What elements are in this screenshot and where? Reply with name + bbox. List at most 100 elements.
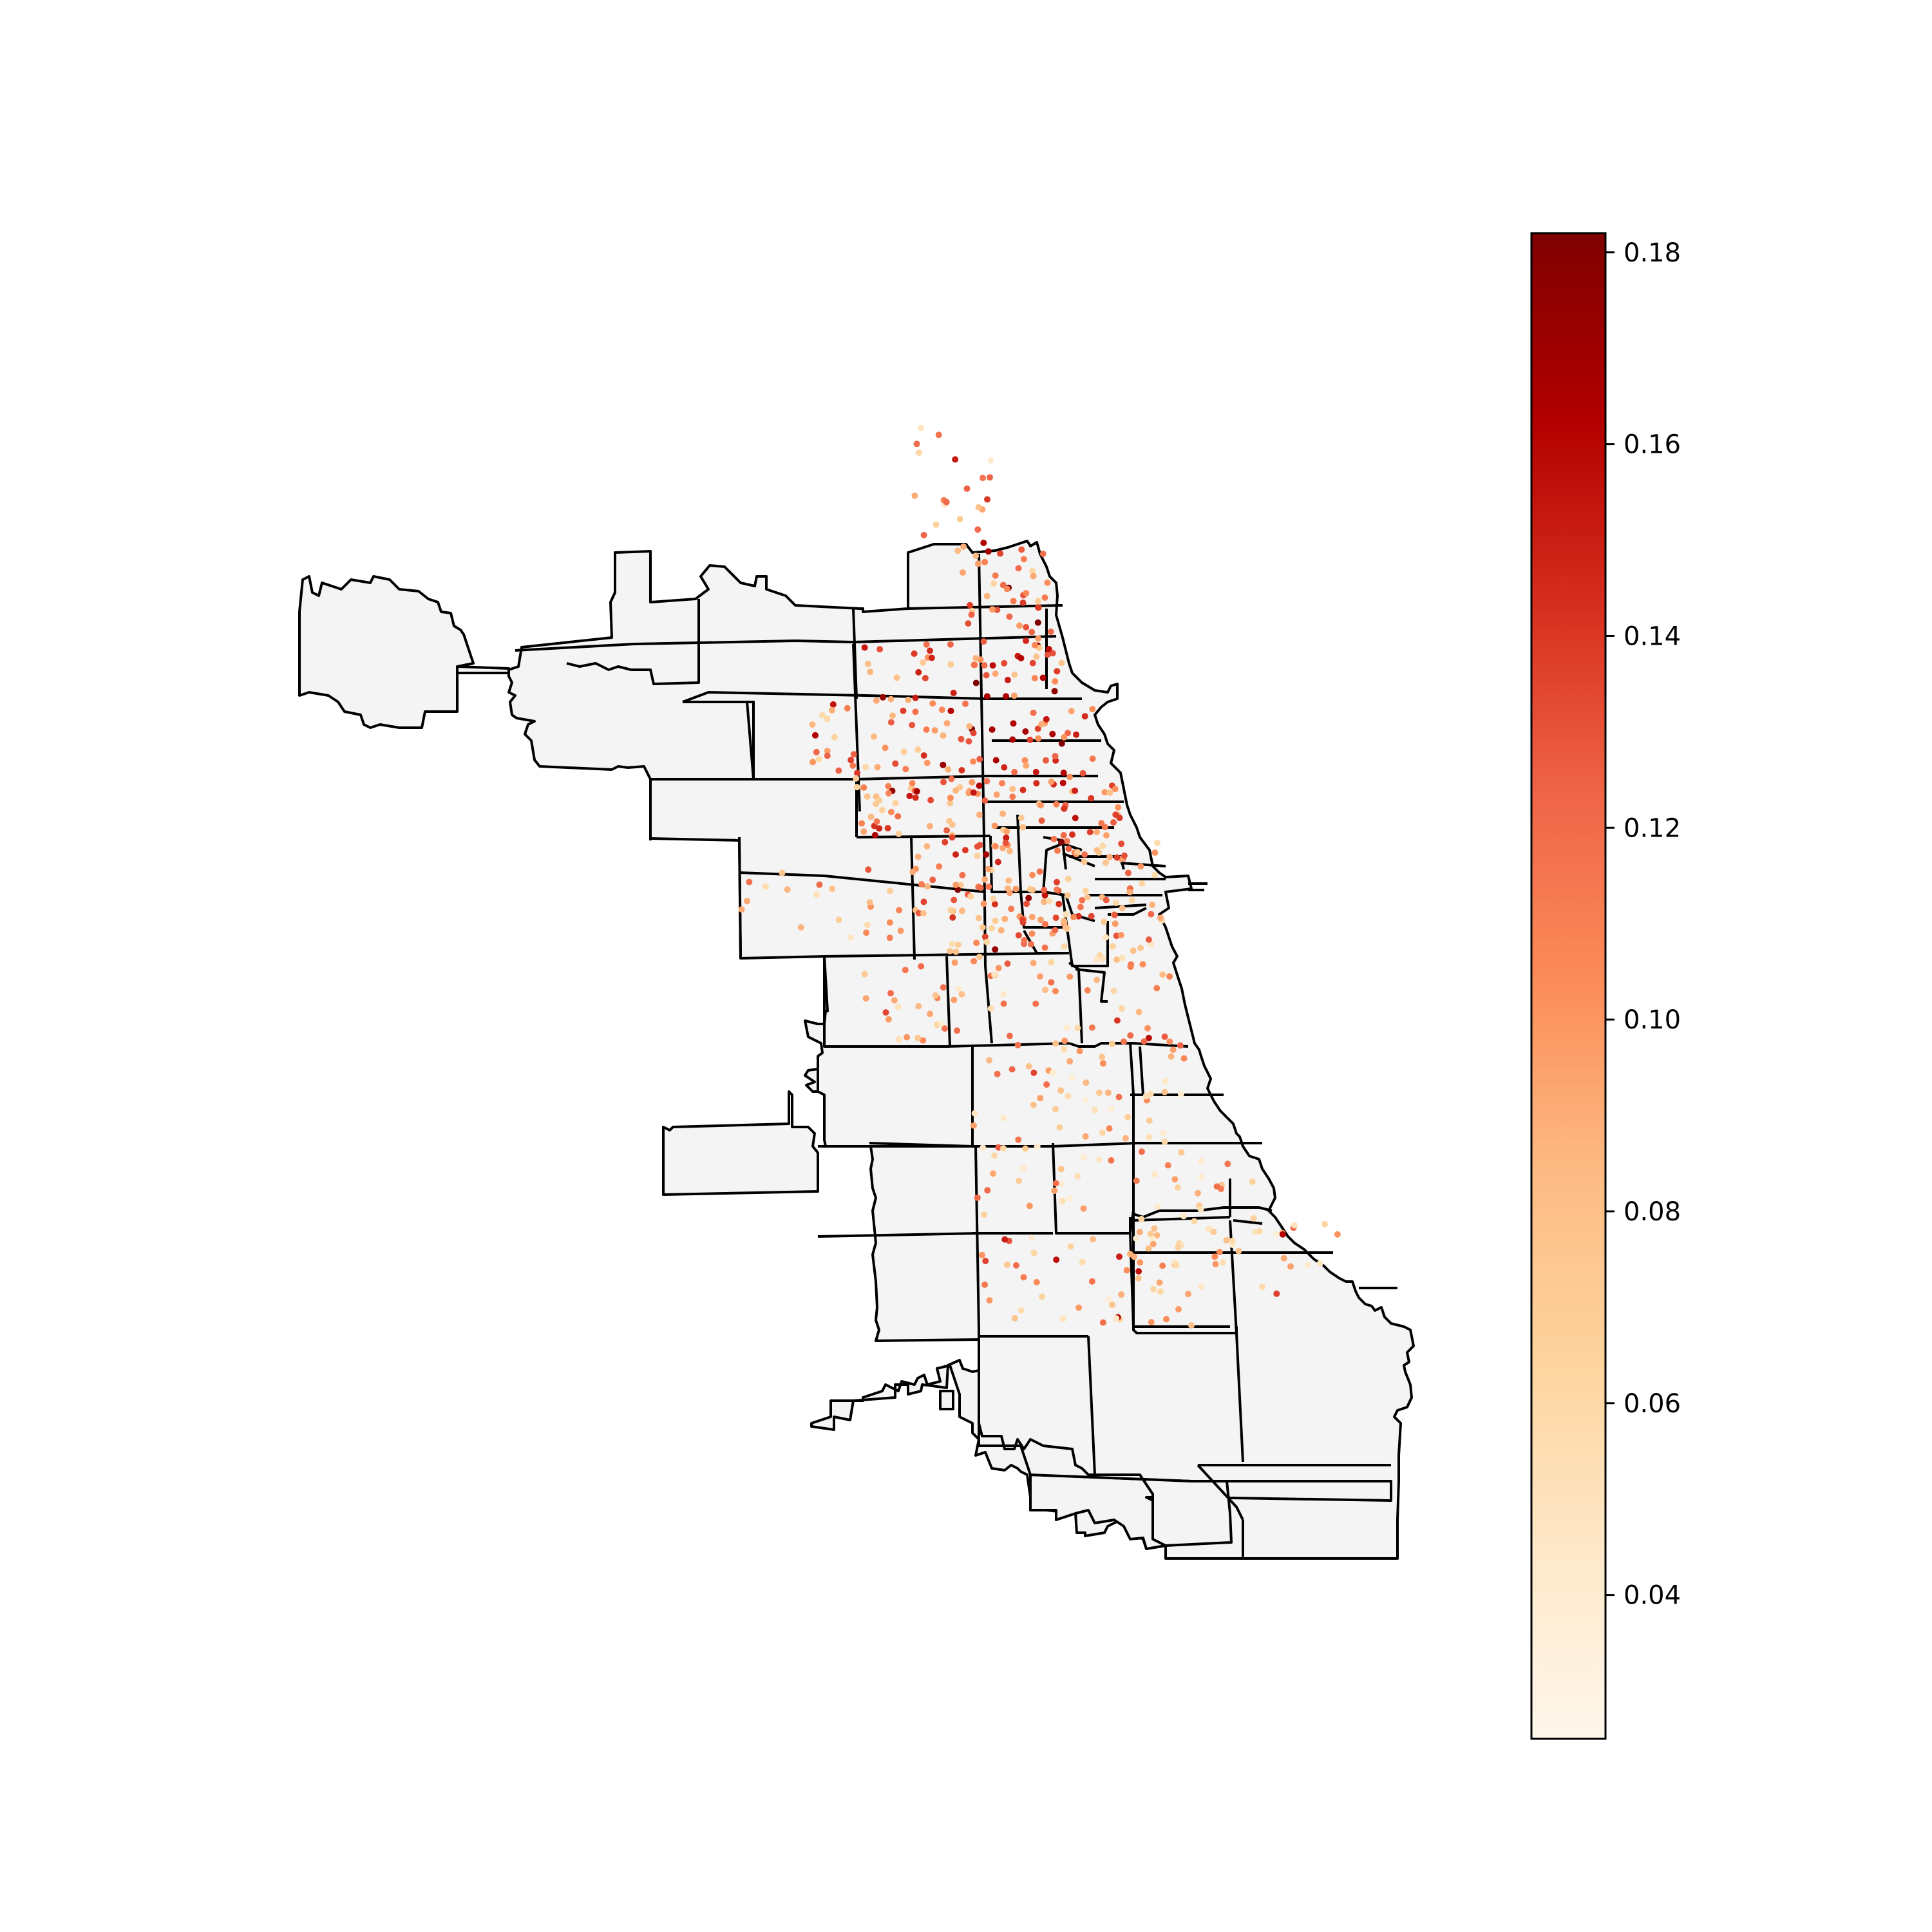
data-point [813,891,820,898]
data-point [1088,1024,1095,1031]
chicago-community-map [298,540,1415,1560]
data-point [1041,898,1048,905]
data-point [891,997,898,1004]
data-point [1030,960,1037,967]
data-point [1109,943,1116,950]
data-point [1188,1322,1195,1329]
data-point [990,1170,996,1177]
data-point [989,726,996,733]
data-point [984,496,990,503]
data-point [1122,1135,1129,1142]
data-point [1000,1115,1007,1121]
data-point [1052,678,1059,685]
data-point [835,916,842,923]
data-point [1164,1162,1171,1169]
data-point [1022,728,1029,735]
data-point [985,866,992,873]
data-point [1135,1009,1142,1016]
data-point [744,898,750,905]
data-point [1170,1046,1177,1054]
data-point [975,504,982,511]
data-point [1066,973,1074,980]
data-point [983,672,990,679]
data-point [861,644,868,651]
data-point [952,851,959,858]
data-point [1094,976,1101,983]
data-point [914,1034,922,1041]
data-point [885,1016,892,1023]
data-point [1042,921,1048,928]
data-point [1001,764,1008,771]
data-point [1013,1262,1019,1269]
data-point [918,963,925,970]
data-point [968,611,975,618]
data-point [1056,900,1063,907]
data-point [1054,886,1061,893]
data-point [960,569,966,576]
data-point [1023,590,1030,597]
data-point [1113,1017,1121,1024]
data-point [1061,943,1068,950]
data-point [981,1211,988,1218]
data-point [1124,869,1132,876]
data-point [828,706,835,714]
data-point [943,827,951,834]
data-point [906,793,913,799]
data-point [927,1010,934,1018]
data-point [966,723,973,730]
data-point [1121,1038,1127,1045]
data-point [887,696,895,703]
data-point [1111,911,1118,918]
data-point [1115,804,1122,811]
data-point [912,694,919,701]
data-point [873,818,880,825]
data-point [1041,594,1048,601]
data-point [1116,1253,1122,1260]
data-point [947,661,954,668]
data-point [980,540,987,546]
data-point [824,715,831,723]
data-point [981,797,989,804]
data-point [1030,709,1037,716]
data-point [1019,1164,1027,1171]
data-point [940,779,947,786]
data-point [918,881,925,888]
data-point [1148,911,1155,918]
data-point [929,700,936,707]
colorbar-tick-label: 0.14 [1624,621,1681,651]
data-point [1080,1154,1087,1161]
data-point [1016,622,1023,629]
data-point [864,793,871,800]
data-point [1037,973,1043,980]
data-point [1110,987,1117,994]
data-point [965,620,972,627]
data-point [862,764,869,771]
data-point [1161,1088,1168,1095]
data-point [900,707,907,714]
data-point [1177,1042,1184,1049]
data-point [1053,1256,1060,1264]
data-point [1020,556,1027,563]
data-point [1061,1046,1068,1053]
data-point [1094,828,1101,835]
data-point [1032,768,1039,775]
data-point [1022,1145,1029,1152]
data-point [989,606,996,613]
data-point [911,492,918,499]
data-point [971,1110,978,1117]
data-point [1025,1063,1032,1070]
data-point [1070,914,1077,920]
west-protrusion [662,1090,819,1196]
data-point [1086,829,1094,836]
data-point [1028,1234,1035,1241]
data-point [1063,838,1070,845]
data-point [973,940,980,947]
data-point [1123,1267,1130,1274]
data-point [1030,1249,1037,1256]
data-point [1011,768,1018,775]
data-point [947,907,954,914]
data-point [1023,638,1029,644]
data-point [1046,898,1053,905]
data-point [1029,567,1036,574]
data-point [1066,1195,1073,1202]
